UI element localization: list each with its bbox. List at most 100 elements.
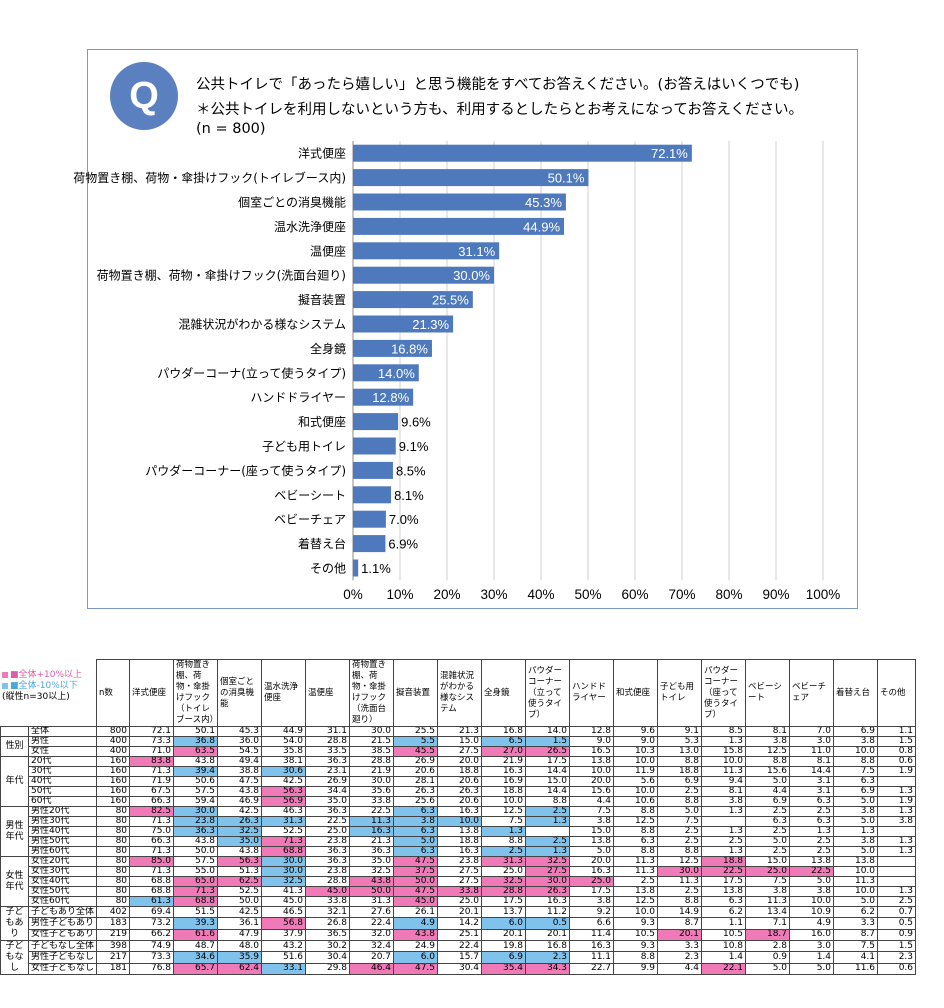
row-label: 全体 (27, 726, 98, 737)
table-cell: 160 (96, 766, 131, 777)
table-cell: 50.6 (173, 776, 219, 787)
table-cell: 13.8 (613, 886, 659, 897)
table-cell: 80 (96, 886, 131, 897)
table-cell: 21.5 (349, 736, 395, 747)
table-cell: 8.1 (789, 756, 835, 767)
bar (353, 242, 500, 260)
table-cell: 56.3 (261, 786, 307, 797)
table-cell: 2.5 (481, 846, 527, 857)
table-cell: 25.6 (393, 796, 439, 807)
table-cell: 66.3 (129, 796, 175, 807)
table-cell: 20.6 (437, 776, 483, 787)
table-cell: 8.8 (613, 846, 659, 857)
table-cell: 398 (96, 939, 131, 953)
row-group (0, 726, 29, 737)
table-cell: 26.8 (305, 917, 351, 930)
value-label: 25.5% (432, 293, 469, 308)
category-label: 子ども用トイレ (262, 440, 346, 454)
table-cell: 35.9 (217, 951, 263, 964)
table-cell: 14.2 (437, 917, 483, 930)
table-cell: 16.3 (525, 896, 571, 907)
table-cell: 26.3 (525, 886, 571, 897)
row-label: 女性子どもなし (27, 962, 98, 976)
table-cell: 5.0 (393, 836, 439, 847)
category-label: 温便座 (310, 243, 346, 258)
table-cell: 48.7 (173, 939, 219, 953)
table-cell: 1.3 (701, 826, 747, 837)
category-label: 擬音装置 (298, 292, 346, 307)
table-cell: 13.0 (657, 746, 703, 757)
table-cell: 0.6 (877, 962, 917, 976)
table-cell: 20.0 (569, 776, 615, 787)
bar (353, 193, 566, 211)
table-cell: 82.5 (129, 806, 175, 817)
table-cell: 15.7 (437, 951, 483, 964)
row-group: 年代 (0, 756, 29, 807)
table-cell: 3.3 (833, 917, 879, 930)
table-cell: 36.3 (305, 756, 351, 767)
table-cell: 6.3 (833, 776, 879, 787)
table-cell: 28.8 (481, 886, 527, 897)
bar (353, 461, 393, 479)
table-cell: 74.9 (129, 939, 175, 953)
table-cell: 56.8 (261, 917, 307, 930)
table-cell: 3.1 (789, 776, 835, 787)
table-cell: 8.8 (613, 806, 659, 817)
table-cell: 35.4 (481, 962, 527, 976)
table-cell: 30.0 (261, 866, 307, 877)
table-cell: 50.0 (217, 896, 263, 907)
table-cell: 8.7 (833, 928, 879, 942)
row-label: 60代 (27, 796, 98, 807)
table-cell: 10.0 (789, 896, 835, 907)
legend-note: (縦性n=30以上) (2, 692, 70, 702)
table-cell: 26.9 (393, 756, 439, 767)
row-label: 男性40代 (27, 826, 98, 837)
table-cell: 16.0 (789, 928, 835, 942)
table-cell: 62.4 (217, 962, 263, 976)
table-cell: 71.3 (261, 836, 307, 847)
table-cell: 8.8 (481, 836, 527, 847)
table-cell: 71.3 (173, 886, 219, 897)
table-cell: 36.3 (173, 826, 219, 837)
category-label: パウダーコーナ(立って使うタイプ) (157, 365, 346, 380)
bar (353, 364, 419, 382)
table-cell: 34.4 (305, 786, 351, 797)
table-cell: 2.5 (701, 836, 747, 847)
table-cell: 8.8 (657, 796, 703, 807)
column-header: 荷物置き棚、荷物・傘掛けフック（トイレブース内） (173, 659, 219, 727)
table-cell: 45.0 (305, 886, 351, 897)
table-cell: 12.5 (613, 816, 659, 827)
table-cell: 0.7 (877, 905, 917, 919)
table-cell: 3.8 (745, 886, 791, 897)
table-cell: 5.0 (745, 962, 791, 976)
table-cell: 68.8 (261, 846, 307, 857)
table-cell: 67.5 (129, 786, 175, 797)
table-cell: 11.3 (833, 876, 879, 887)
table-cell: 8.8 (657, 756, 703, 767)
table-cell: 23.8 (305, 866, 351, 877)
table-cell: 52.5 (261, 826, 307, 837)
table-cell: 27.5 (437, 876, 483, 887)
table-cell: 5.0 (745, 776, 791, 787)
table-cell: 3.8 (877, 816, 917, 827)
legend-high: ■全体+10%以上 (2, 670, 82, 681)
table-cell: 0.9 (877, 928, 917, 942)
table-row: 50代 160 67.5 57.5 43.8 56.3 34.4 35.6 26.3 26.3 18… (1, 786, 917, 797)
table-cell: 28.8 (305, 876, 351, 887)
bar (353, 291, 473, 309)
table-cell: 1.3 (525, 846, 571, 857)
table-cell: 15.6 (745, 766, 791, 777)
table-cell: 23.8 (173, 816, 219, 827)
table-cell: 31.1 (305, 726, 351, 737)
table-cell: 25.0 (305, 826, 351, 837)
table-cell: 18.8 (437, 836, 483, 847)
value-label: 45.3% (525, 195, 562, 210)
table-cell: 25.1 (437, 928, 483, 942)
table-cell: 15.8 (701, 746, 747, 757)
table-cell: 66.3 (129, 836, 175, 847)
table-cell: 41.3 (261, 886, 307, 897)
table-cell: 16.3 (437, 846, 483, 857)
table-cell: 4.4 (745, 786, 791, 797)
table-cell: 1.1 (877, 726, 917, 737)
bar (353, 437, 396, 455)
